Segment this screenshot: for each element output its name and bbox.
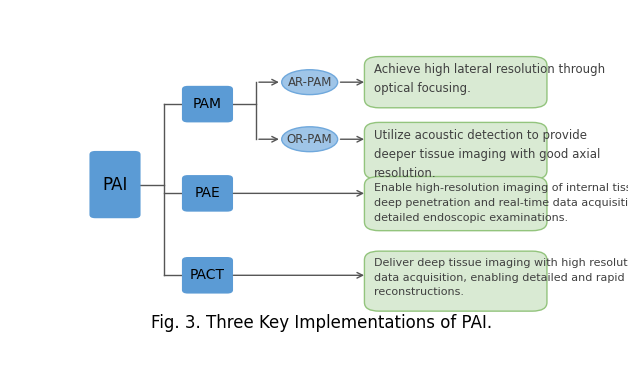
FancyBboxPatch shape (182, 86, 233, 122)
Text: Fig. 3. Three Key Implementations of PAI.: Fig. 3. Three Key Implementations of PAI… (151, 314, 492, 332)
Text: AR-PAM: AR-PAM (288, 76, 332, 89)
FancyBboxPatch shape (364, 57, 547, 108)
FancyBboxPatch shape (182, 257, 233, 294)
Text: PAM: PAM (193, 97, 222, 111)
Text: Utilize acoustic detection to provide
deeper tissue imaging with good axial
reso: Utilize acoustic detection to provide de… (374, 129, 600, 180)
FancyBboxPatch shape (89, 151, 141, 218)
Text: PAE: PAE (195, 186, 220, 200)
FancyBboxPatch shape (364, 251, 547, 311)
Ellipse shape (282, 127, 338, 152)
Text: OR-PAM: OR-PAM (287, 133, 332, 146)
Ellipse shape (282, 70, 338, 95)
FancyBboxPatch shape (364, 177, 547, 231)
FancyBboxPatch shape (182, 175, 233, 212)
Text: PAI: PAI (102, 176, 127, 193)
Text: PACT: PACT (190, 268, 225, 282)
Text: Achieve high lateral resolution through
optical focusing.: Achieve high lateral resolution through … (374, 63, 605, 95)
Text: Deliver deep tissue imaging with high resolution and fast
data acquisition, enab: Deliver deep tissue imaging with high re… (374, 258, 628, 298)
Text: Enable high-resolution imaging of internal tissues with
deep penetration and rea: Enable high-resolution imaging of intern… (374, 183, 628, 223)
FancyBboxPatch shape (364, 122, 547, 179)
